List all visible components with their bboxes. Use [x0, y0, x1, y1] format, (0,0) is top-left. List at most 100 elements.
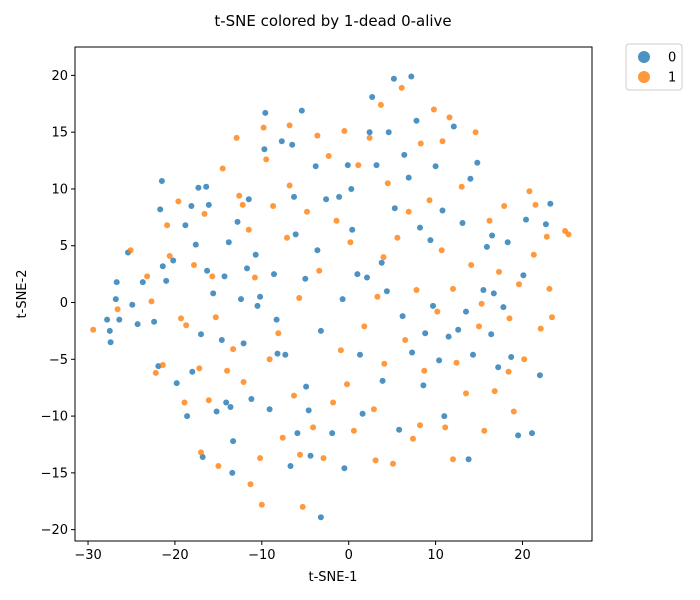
data-point-1-86: [496, 268, 502, 275]
data-point-0-121: [274, 350, 281, 357]
data-point-1-7: [164, 222, 171, 229]
data-point-0-58: [307, 452, 314, 459]
data-point-1-79: [463, 390, 469, 397]
data-point-1-94: [537, 325, 544, 332]
x-tick-label: 20: [514, 548, 531, 563]
data-point-1-33: [270, 203, 277, 209]
data-point-1-110: [286, 182, 293, 189]
data-point-0-74: [369, 94, 376, 100]
data-point-0-96: [450, 123, 457, 130]
data-point-0-40: [252, 251, 259, 258]
data-point-0-68: [344, 162, 351, 169]
data-point-1-5: [152, 369, 159, 376]
data-point-0-109: [504, 239, 511, 246]
data-point-0-26: [210, 290, 217, 297]
data-point-0-63: [323, 196, 330, 203]
data-point-1-36: [284, 234, 290, 241]
data-point-0-117: [203, 183, 210, 190]
data-point-0-1: [106, 327, 113, 334]
data-point-1-34: [275, 330, 282, 337]
data-point-1-91: [521, 356, 528, 363]
data-point-0-13: [158, 178, 165, 184]
data-point-1-66: [410, 435, 416, 442]
data-point-0-25: [204, 267, 211, 274]
data-point-0-113: [529, 430, 535, 437]
data-point-1-11: [183, 322, 190, 329]
data-point-1-55: [366, 134, 373, 141]
data-point-1-107: [505, 368, 512, 375]
data-point-1-51: [347, 239, 354, 246]
data-point-0-34: [234, 218, 241, 225]
data-point-0-126: [408, 73, 415, 80]
data-point-1-59: [381, 360, 388, 367]
data-point-0-94: [439, 207, 446, 214]
data-point-1-3: [144, 273, 151, 280]
data-point-0-33: [230, 438, 237, 445]
data-point-0-19: [184, 413, 191, 420]
data-point-1-98: [565, 231, 572, 238]
data-point-1-32: [266, 356, 273, 363]
y-tick-label: 5: [60, 239, 68, 254]
data-point-1-48: [333, 217, 340, 224]
data-point-0-36: [240, 340, 247, 347]
data-point-0-73: [364, 274, 370, 281]
data-point-1-96: [549, 314, 555, 321]
data-point-1-16: [205, 397, 212, 404]
data-point-1-90: [516, 281, 522, 288]
data-point-1-54: [361, 323, 368, 330]
chart-title: t-SNE colored by 1-dead 0-alive: [214, 12, 451, 30]
data-point-1-69: [421, 367, 428, 374]
data-point-0-108: [500, 304, 507, 311]
y-tick-label: −20: [41, 523, 68, 538]
data-point-0-98: [459, 220, 466, 226]
data-point-1-70: [426, 197, 433, 204]
x-tick-label: −10: [248, 548, 275, 563]
data-point-1-95: [543, 233, 550, 240]
data-point-1-56: [370, 406, 377, 413]
data-point-0-119: [173, 380, 180, 387]
data-point-0-101: [470, 351, 476, 358]
legend-label-0: 0: [668, 51, 676, 66]
data-point-1-106: [450, 456, 456, 463]
data-point-0-10: [151, 318, 158, 325]
data-point-0-2: [107, 339, 114, 346]
data-point-0-114: [536, 372, 543, 379]
data-point-0-14: [159, 263, 166, 270]
data-point-1-6: [159, 362, 166, 368]
data-point-0-76: [378, 259, 385, 266]
data-point-1-65: [405, 208, 412, 215]
data-point-1-14: [196, 365, 203, 372]
data-point-0-32: [229, 469, 236, 476]
data-point-0-24: [205, 201, 212, 208]
x-tick-label: 10: [427, 548, 444, 563]
data-point-1-18: [212, 314, 219, 321]
data-point-0-86: [413, 117, 420, 124]
data-point-0-118: [189, 368, 196, 375]
data-point-1-38: [291, 392, 297, 399]
data-point-1-101: [258, 501, 265, 508]
data-point-1-29: [257, 455, 264, 462]
y-tick-label: 20: [51, 69, 68, 84]
data-point-0-129: [488, 331, 495, 338]
data-point-0-97: [455, 326, 462, 333]
data-point-0-8: [134, 321, 141, 328]
data-point-0-106: [490, 290, 497, 297]
data-point-0-65: [336, 193, 343, 200]
data-point-1-20: [219, 165, 226, 172]
data-point-0-7: [129, 301, 136, 308]
data-point-0-77: [379, 377, 386, 384]
data-point-0-51: [289, 141, 296, 148]
data-point-1-88: [506, 315, 513, 322]
data-point-0-88: [420, 382, 427, 389]
data-point-0-67: [341, 465, 348, 472]
y-tick-label: −15: [41, 466, 68, 481]
data-point-0-35: [238, 296, 244, 303]
data-point-0-99: [463, 308, 469, 315]
data-point-0-17: [182, 222, 189, 229]
data-point-1-104: [372, 457, 379, 464]
data-point-0-100: [467, 175, 474, 182]
data-point-0-70: [354, 271, 361, 278]
data-point-1-9: [175, 198, 182, 205]
data-point-1-102: [297, 451, 303, 458]
